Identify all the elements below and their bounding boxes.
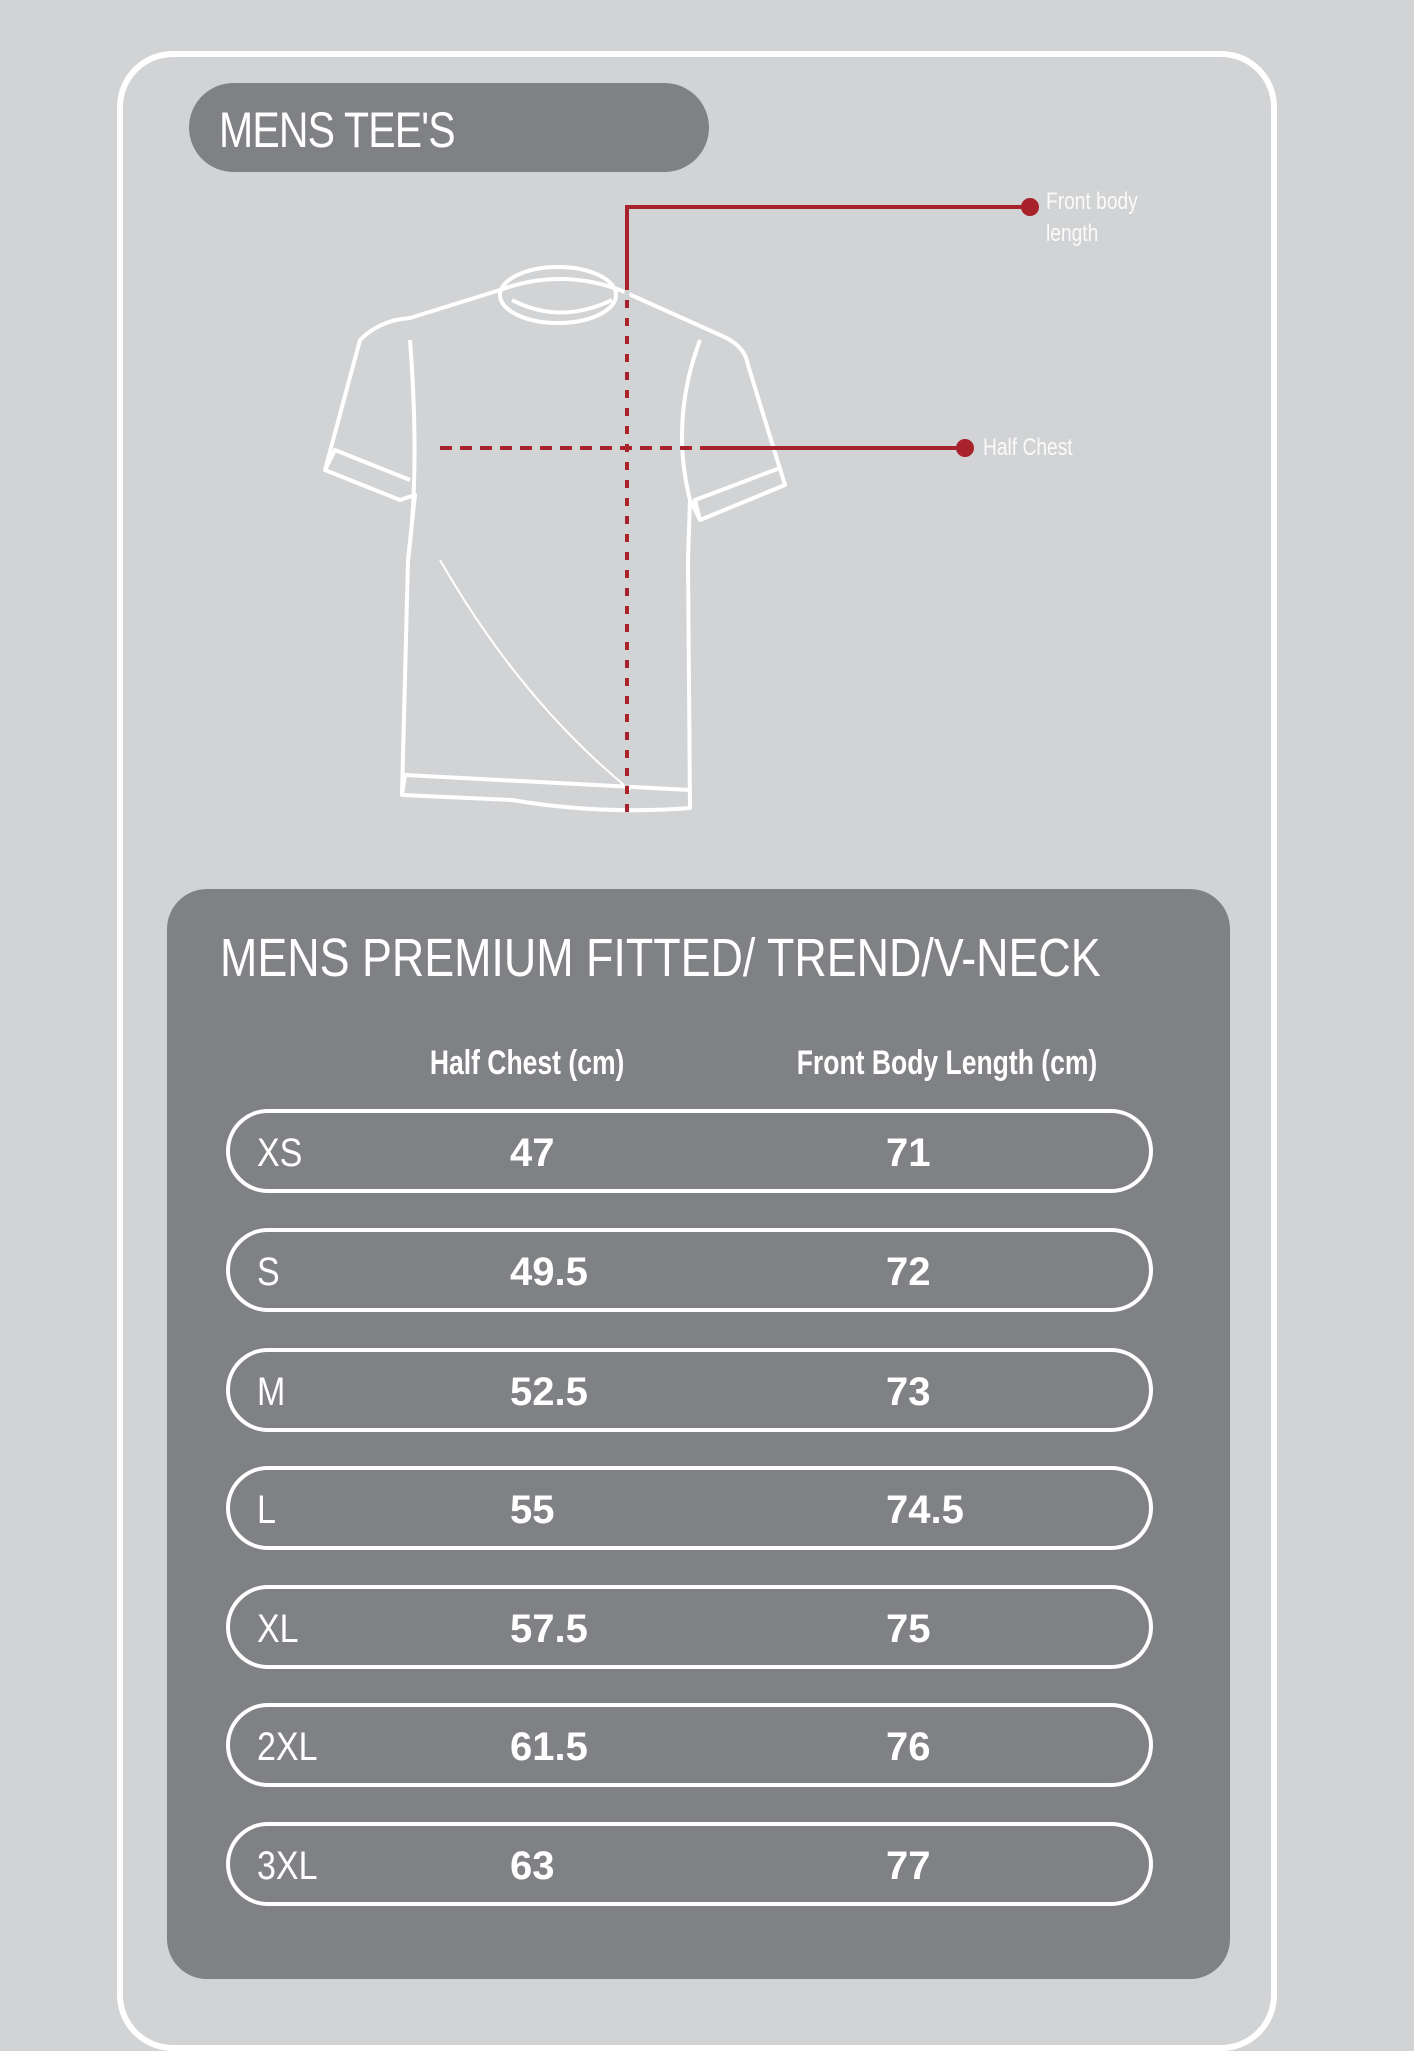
- table-row: 2XL 61.5 76: [226, 1703, 1153, 1787]
- half-chest-cell: 52.5: [510, 1370, 588, 1414]
- size-cell: XL: [257, 1607, 299, 1651]
- half-chest-cell: 57.5: [510, 1607, 588, 1651]
- length-cell: 74.5: [886, 1488, 964, 1532]
- half-chest-cell: 47: [510, 1131, 555, 1175]
- length-cell: 73: [886, 1370, 931, 1414]
- length-cell: 76: [886, 1725, 931, 1769]
- length-cell: 72: [886, 1250, 931, 1294]
- length-cell: 75: [886, 1607, 931, 1651]
- front-length-dot: [1021, 198, 1039, 216]
- half-chest-cell: 55: [510, 1488, 555, 1532]
- header-half-chest: Half Chest (cm): [429, 1044, 625, 1082]
- size-table-panel: MENS PREMIUM FITTED/ TREND/V-NECK Half C…: [167, 889, 1230, 1979]
- table-row: M 52.5 73: [226, 1348, 1153, 1432]
- tshirt-icon: [323, 265, 787, 813]
- size-cell: 3XL: [257, 1844, 318, 1888]
- half-chest-dot: [956, 439, 974, 457]
- page-title: MENS TEE'S: [219, 102, 456, 158]
- header-front-body-length: Front Body Length (cm): [796, 1044, 1098, 1082]
- table-title: MENS PREMIUM FITTED/ TREND/V-NECK: [220, 928, 1101, 988]
- half-chest-label: Half Chest: [983, 434, 1073, 461]
- half-chest-cell: 49.5: [510, 1250, 588, 1294]
- size-cell: S: [257, 1250, 280, 1294]
- size-cell: M: [257, 1370, 286, 1414]
- table-row: 3XL 63 77: [226, 1822, 1153, 1906]
- table-row: XS 47 71: [226, 1109, 1153, 1193]
- half-chest-cell: 61.5: [510, 1725, 588, 1769]
- front-body-length-label: Front body length: [1046, 188, 1138, 247]
- front-length-line: [625, 205, 1030, 815]
- size-cell: XS: [257, 1131, 303, 1175]
- title-pill: MENS TEE'S: [189, 83, 709, 172]
- table-row: L 55 74.5: [226, 1466, 1153, 1550]
- table-row: XL 57.5 75: [226, 1585, 1153, 1669]
- length-cell: 77: [886, 1844, 931, 1888]
- measurement-lines: [440, 198, 1039, 815]
- size-cell: L: [257, 1488, 276, 1532]
- half-chest-cell: 63: [510, 1844, 555, 1888]
- tshirt-measurement-diagram: [323, 198, 1039, 815]
- length-cell: 71: [886, 1131, 931, 1175]
- size-cell: 2XL: [257, 1725, 318, 1769]
- table-row: S 49.5 72: [226, 1228, 1153, 1312]
